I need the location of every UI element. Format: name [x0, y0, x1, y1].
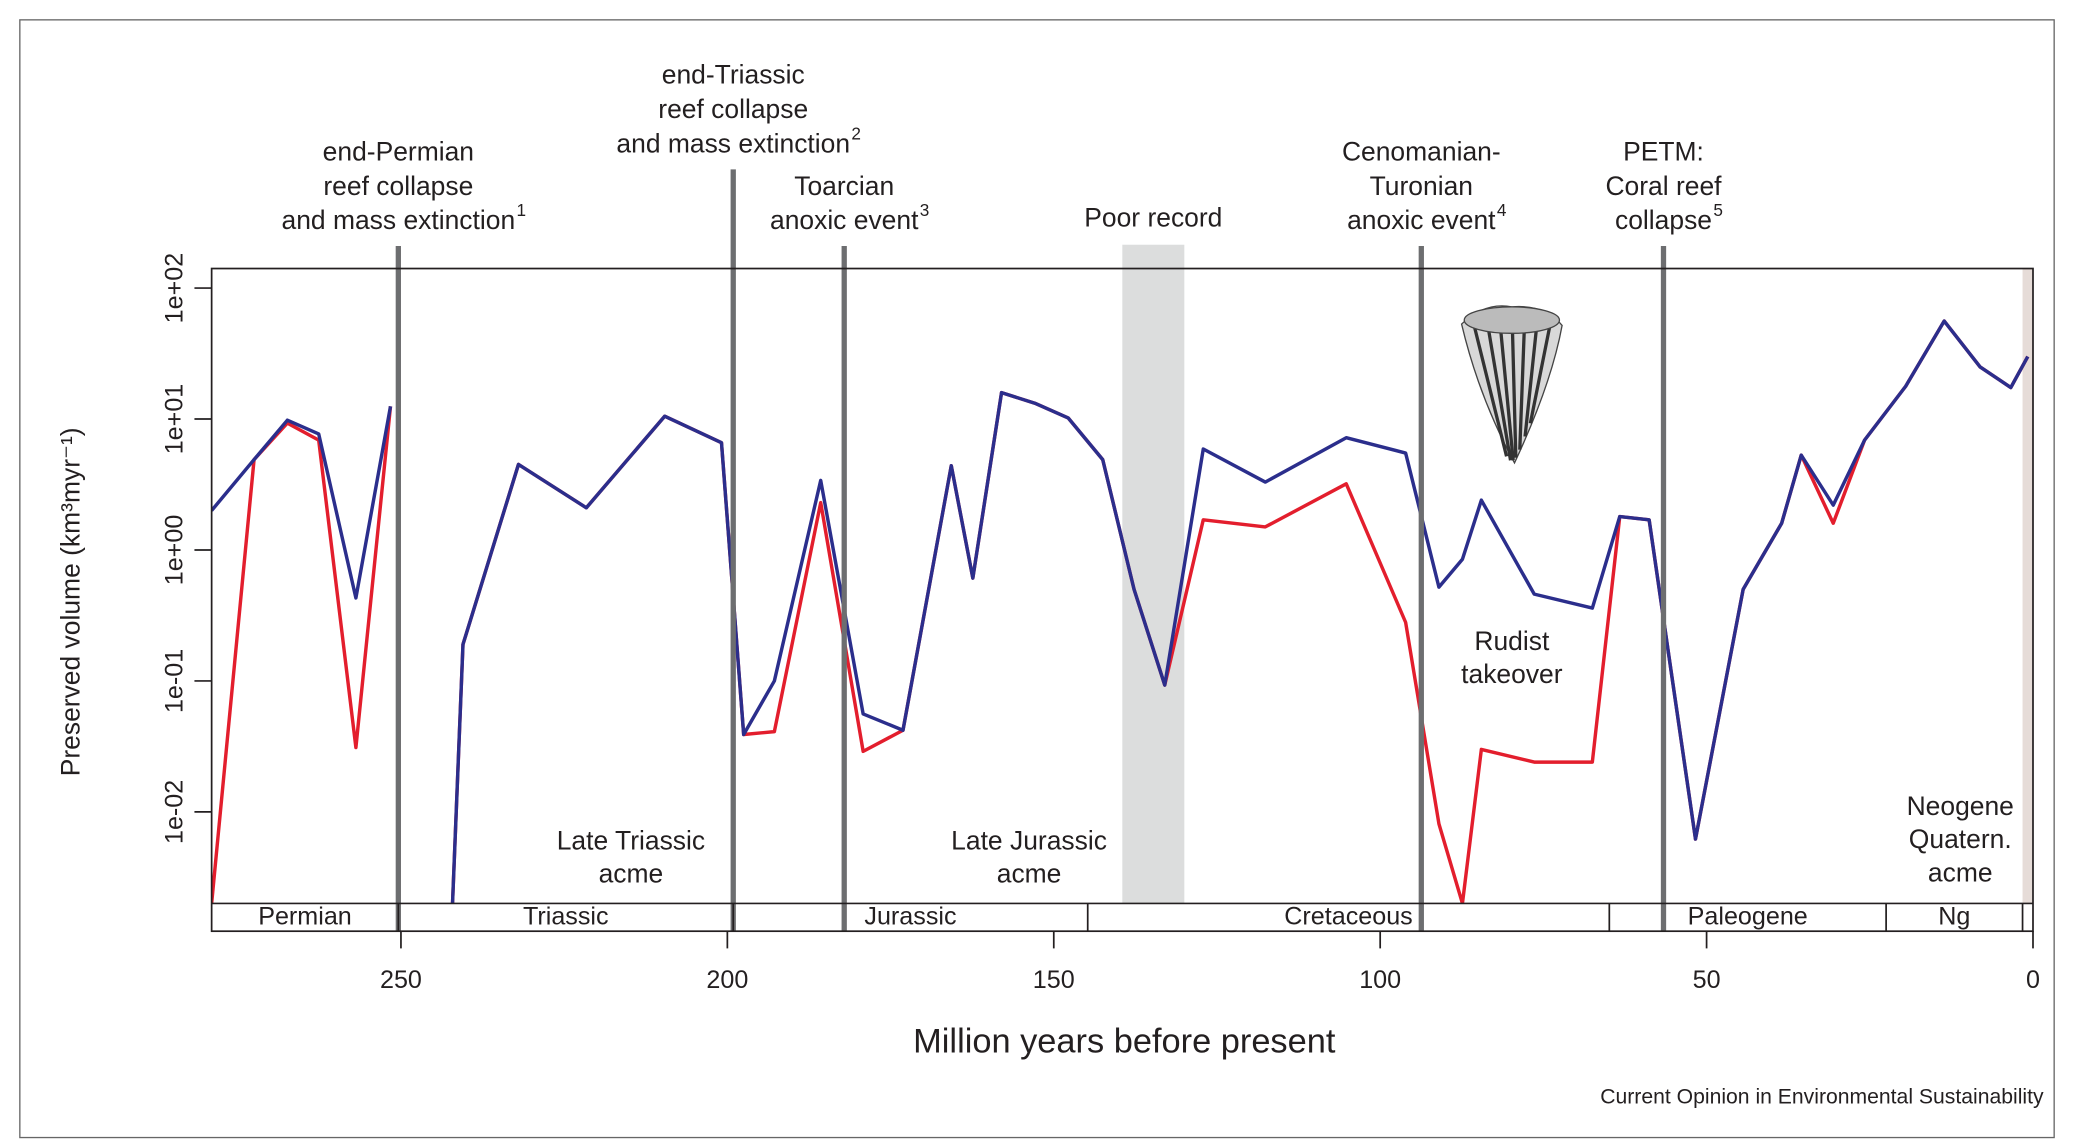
event-note: 2	[851, 123, 861, 143]
annotation: acme	[997, 859, 1062, 889]
plot-frame	[210, 267, 2034, 933]
event-label: anoxic event	[1347, 205, 1496, 235]
y-tick-label: 1e-02	[161, 780, 189, 844]
period-label: Jurassic	[864, 903, 956, 931]
y-axis-title: Preserved volume (km³myr⁻¹)	[56, 427, 86, 776]
recent-strip	[2022, 268, 2033, 904]
period-label: Cretaceous	[1284, 903, 1412, 931]
event-label: end-Triassic	[662, 60, 805, 90]
source: Current Opinion in Environmental Sustain…	[1600, 1085, 2044, 1108]
period-label: Permian	[258, 903, 352, 931]
x-tick-label: 150	[1033, 966, 1075, 994]
y-tick-label: 1e+00	[161, 515, 189, 586]
event-label: Toarcian	[794, 171, 894, 201]
period-label: Ng	[1938, 903, 1970, 931]
period-label: Triassic	[523, 903, 609, 931]
event-label: reef collapse	[658, 94, 808, 124]
y-tick-label: 1e+01	[161, 384, 189, 455]
event-label: end-Permian	[323, 136, 474, 166]
x-tick-label: 100	[1359, 966, 1401, 994]
period-label: Paleogene	[1688, 903, 1808, 931]
event-label: Cenomanian-	[1342, 136, 1501, 166]
y-tick-label: 1e+02	[161, 253, 189, 324]
series-line	[211, 319, 2030, 904]
annotation: Late Triassic	[557, 826, 705, 856]
event-note: 1	[516, 200, 526, 220]
figure-border	[19, 19, 2055, 1139]
annotation: Late Jurassic	[951, 826, 1107, 856]
event-note: 4	[1497, 200, 1507, 220]
event-label: Coral reef	[1605, 171, 1722, 201]
x-tick-label: 0	[2026, 966, 2040, 994]
event-label: collapse	[1615, 205, 1712, 235]
annotation: acme	[1928, 857, 1993, 887]
event-label: Turonian	[1370, 171, 1473, 201]
annotation: Neogene	[1907, 791, 2014, 821]
x-tick-label: 50	[1693, 966, 1721, 994]
series-line	[211, 319, 2030, 904]
annotation: Quatern.	[1909, 824, 2012, 854]
event-note: 3	[920, 200, 930, 220]
event-label: anoxic event	[770, 205, 919, 235]
event-label: PETM:	[1623, 136, 1704, 166]
rudist-illustration	[1460, 305, 1563, 465]
y-tick-label: 1e-01	[161, 649, 189, 713]
event-label: and mass extinction	[282, 205, 516, 235]
x-tick-label: 250	[380, 966, 422, 994]
annotation: acme	[599, 859, 664, 889]
event-label: and mass extinction	[616, 128, 850, 158]
poor-record-label: Poor record	[1084, 203, 1222, 233]
x-axis-title: Million years before present	[913, 1023, 1336, 1061]
event-label: reef collapse	[323, 171, 473, 201]
poor-record-band	[1122, 244, 1185, 904]
event-note: 5	[1713, 200, 1723, 220]
x-tick-label: 200	[706, 966, 748, 994]
plot-lines	[211, 319, 2030, 904]
annotation: Rudist	[1474, 626, 1550, 656]
annotation: takeover	[1461, 659, 1563, 689]
